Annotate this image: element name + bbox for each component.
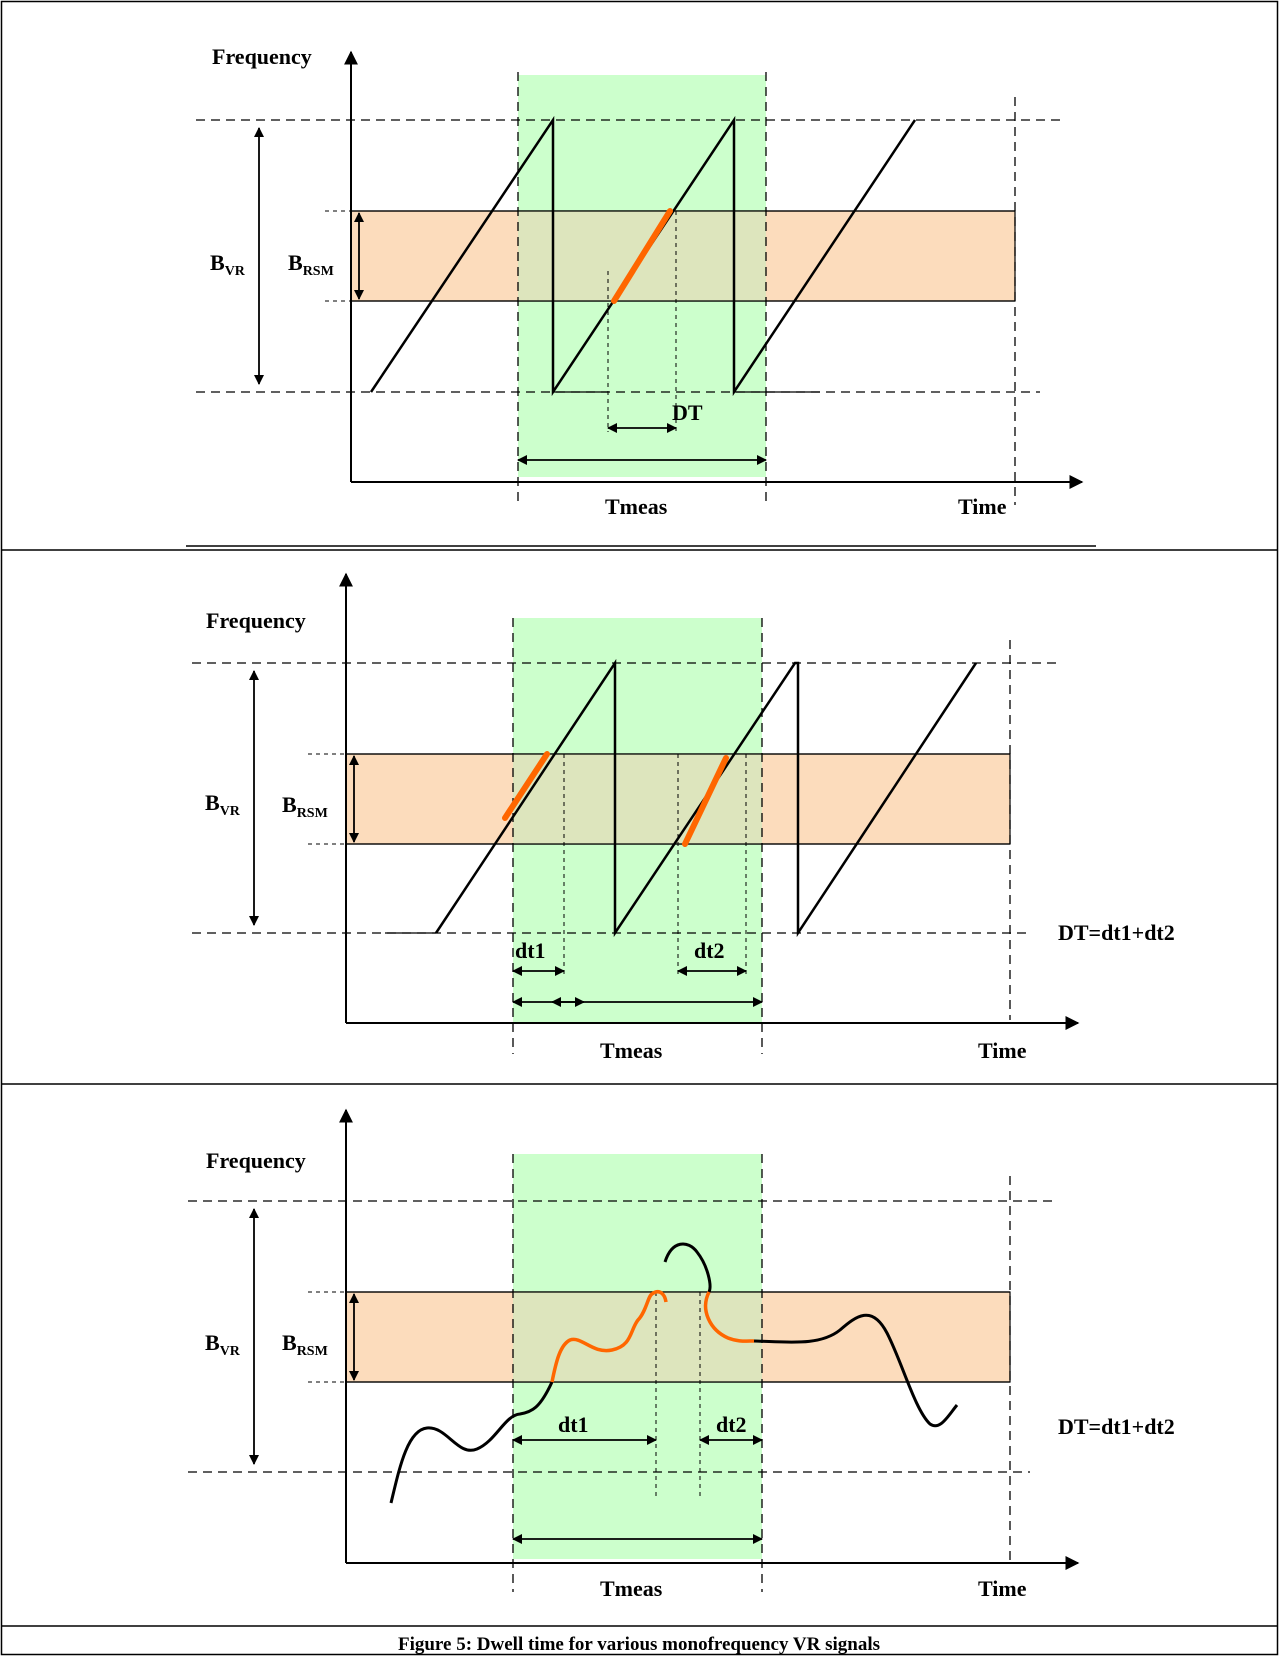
dt2-label: dt2 bbox=[694, 938, 725, 963]
y-axis-label: Frequency bbox=[212, 44, 312, 69]
x-axis-label: Time bbox=[958, 494, 1007, 519]
dt-label: DT bbox=[672, 400, 703, 425]
dt-formula: DT=dt1+dt2 bbox=[1058, 920, 1175, 945]
in-band-trace bbox=[703, 1291, 755, 1343]
bvr-label: BVR bbox=[210, 250, 246, 279]
random-signal-trace bbox=[389, 1381, 554, 1504]
bvr-label: BVR bbox=[205, 790, 241, 819]
figure-caption: Figure 5: Dwell time for various monofre… bbox=[398, 1634, 880, 1655]
brsm-label: BRSM bbox=[282, 1330, 328, 1359]
dt2-label: dt2 bbox=[716, 1412, 747, 1437]
dt1-label: dt1 bbox=[558, 1412, 589, 1437]
tmeas-label: Tmeas bbox=[600, 1576, 663, 1601]
panel-sawtooth-double: Frequency Time Tmeas dt1 dt2 DT=dt1+dt2 … bbox=[192, 572, 1175, 1063]
random-signal-trace bbox=[753, 1313, 959, 1428]
y-axis-label: Frequency bbox=[206, 608, 306, 633]
dt1-label: dt1 bbox=[515, 938, 546, 963]
in-band-segment bbox=[682, 755, 729, 847]
in-band-segment bbox=[611, 208, 673, 304]
in-band-trace bbox=[550, 1290, 668, 1383]
dt-formula: DT=dt1+dt2 bbox=[1058, 1414, 1175, 1439]
brsm-label: BRSM bbox=[288, 250, 334, 279]
tmeas-label: Tmeas bbox=[600, 1038, 663, 1063]
tmeas-label: Tmeas bbox=[605, 494, 668, 519]
panel-random-signal: Frequency Time Tmeas dt1 dt2 DT=dt1+dt2 … bbox=[188, 1108, 1175, 1601]
in-band-segment bbox=[502, 751, 550, 821]
panel-sawtooth-single: Frequency Time Tmeas DT BVR BRSM bbox=[196, 44, 1084, 519]
x-axis-label: Time bbox=[978, 1576, 1027, 1601]
x-axis-label: Time bbox=[978, 1038, 1027, 1063]
brsm-label: BRSM bbox=[282, 792, 328, 821]
sawtooth-signal bbox=[434, 658, 978, 938]
random-signal-trace bbox=[663, 1242, 712, 1293]
bvr-label: BVR bbox=[205, 1330, 241, 1359]
y-axis-label: Frequency bbox=[206, 1148, 306, 1173]
